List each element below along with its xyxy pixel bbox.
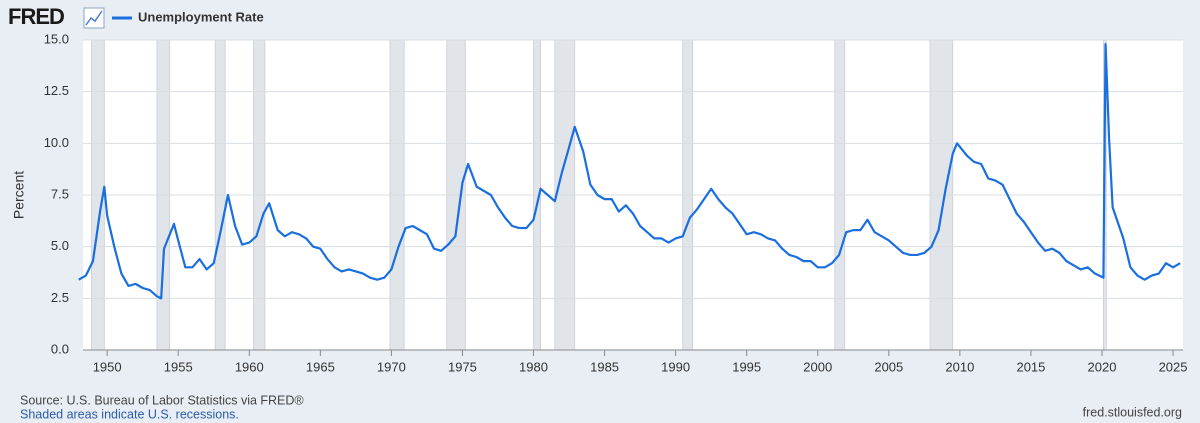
x-tick-label: 1950 (93, 359, 122, 374)
x-tick-label: 2000 (803, 359, 832, 374)
source: Source: U.S. Bureau of Labor Statistics … (20, 393, 304, 407)
y-tick-label: 12.5 (44, 83, 69, 98)
recession-note[interactable]: Shaded areas indicate U.S. recessions. (20, 407, 239, 421)
x-tick-label: 1990 (661, 359, 690, 374)
x-tick-label: 1960 (235, 359, 264, 374)
x-tick-label: 1955 (164, 359, 193, 374)
y-tick-label: 5.0 (51, 238, 69, 253)
y-tick-label: 10.0 (44, 135, 69, 150)
x-tick-label: 1985 (590, 359, 619, 374)
logo[interactable]: FRED (8, 4, 65, 29)
y-axis-label: Percent (11, 171, 27, 219)
logo-icon (83, 7, 105, 29)
y-tick-label: 7.5 (51, 186, 69, 201)
x-tick-label: 1975 (448, 359, 477, 374)
line-series (78, 43, 1181, 300)
y-tick-label: 15.0 (44, 31, 69, 46)
x-tick-label: 2005 (874, 359, 903, 374)
y-tick-label: 2.5 (51, 290, 69, 305)
x-tick-label: 1980 (519, 359, 548, 374)
y-tick-label: 0.0 (51, 341, 69, 356)
website[interactable]: fred.stlouisfed.org (1083, 405, 1182, 419)
x-tick-label: 2010 (945, 359, 974, 374)
x-tick-label: 2020 (1088, 359, 1117, 374)
x-tick-label: 1970 (377, 359, 406, 374)
legend-label[interactable]: Unemployment Rate (138, 9, 264, 24)
x-tick-label: 1965 (306, 359, 335, 374)
x-tick-label: 2025 (1159, 359, 1188, 374)
x-tick-label: 1995 (732, 359, 761, 374)
x-tick-label: 2015 (1016, 359, 1045, 374)
